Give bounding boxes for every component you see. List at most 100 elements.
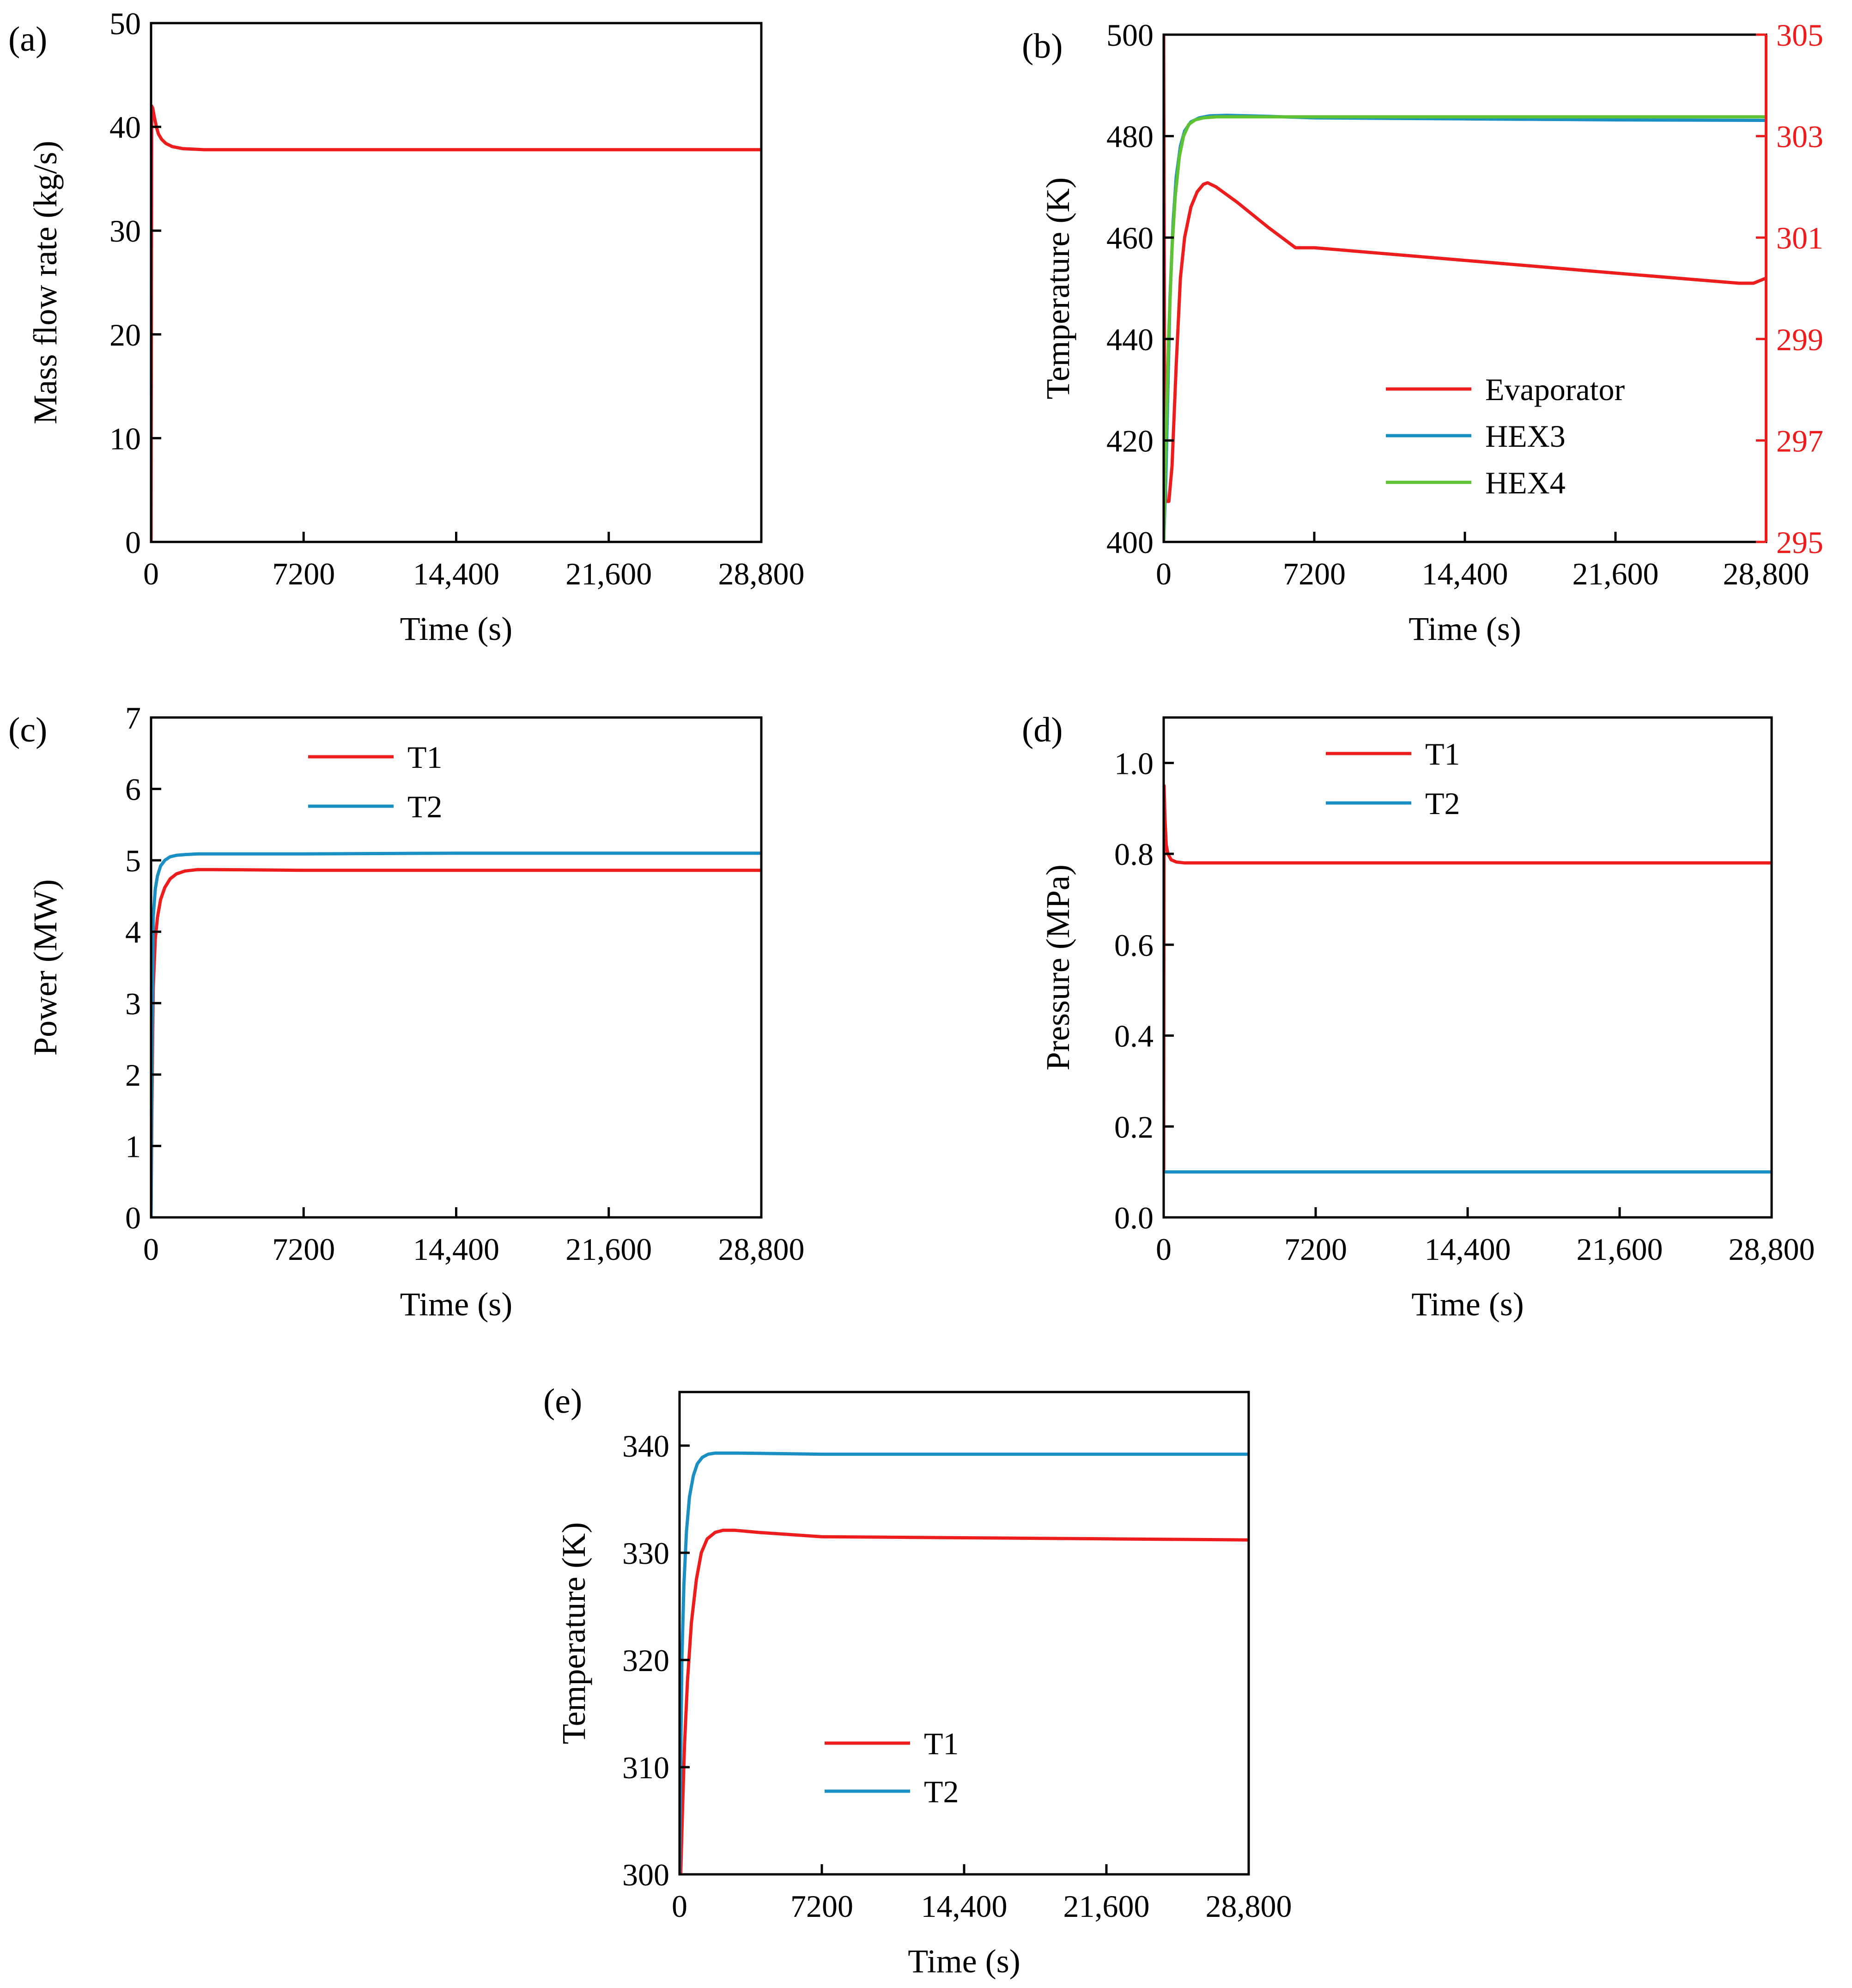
- panel-b-legend-label-hex3: HEX3: [1485, 419, 1566, 454]
- panel-c-y-tick-label: 6: [125, 772, 141, 807]
- panel-c-x-tick-label: 28,800: [718, 1232, 805, 1267]
- panel-c-x-axis-title: Time (s): [400, 1286, 512, 1323]
- panel-e-plot-frame: [678, 1391, 1250, 1876]
- panel-a-x-tick-label: 7200: [272, 556, 335, 591]
- panel-c-y-tick-label: 4: [125, 915, 141, 950]
- panel-d-x-tick-label: 14,400: [1425, 1232, 1511, 1267]
- panel-b-legend: Evaporator HEX3 HEX4: [1386, 372, 1625, 500]
- panel-b-y2-tick-label: 301: [1776, 220, 1823, 255]
- panel-d-x-axis-title: Time (s): [1411, 1286, 1524, 1323]
- panel-b-x-tick-label: 7200: [1283, 556, 1346, 591]
- panel-d-y-tick-label: 0.0: [1114, 1200, 1154, 1235]
- panel-b-x-axis-title: Time (s): [1409, 610, 1521, 647]
- panel-a-y-tick-label: 10: [109, 421, 141, 456]
- panel-c-series-t2: [151, 851, 761, 1217]
- panel-d-y-axis-title: Pressure (MPa): [1039, 864, 1076, 1070]
- panel-c-x-tick-label: 14,400: [413, 1232, 499, 1267]
- panel-e-chart: 0 7200 14,400 21,600 28,800 300 310 320 330 340 Ti…: [543, 1382, 1292, 1980]
- panel-b-y-tick-label: 400: [1106, 525, 1154, 560]
- panel-a-y-tick-label: 30: [109, 213, 141, 249]
- panel-b-y2-tick-label: 295: [1776, 525, 1823, 560]
- panel-c-panel-label: (c): [8, 711, 47, 749]
- panel-d-y-tick-label: 0.8: [1114, 837, 1154, 872]
- panel-d-legend-label-t2: T2: [1425, 786, 1460, 821]
- panel-e-series-t1: [680, 1528, 1249, 1874]
- panel-c-y-tick-label: 0: [125, 1200, 141, 1235]
- panel-d-chart: 0 7200 14,400 21,600 28,800 0.0 0.2 0.4 0.6 0.8 1.…: [1022, 711, 1815, 1323]
- panel-e-x-tick-label: 28,800: [1206, 1889, 1292, 1924]
- panel-b-series-hex3: [1164, 114, 1766, 542]
- panel-e-y-tick-label: 310: [622, 1750, 669, 1785]
- panel-e-y-tick-label: 330: [622, 1536, 669, 1571]
- panel-e-x-axis-title: Time (s): [908, 1943, 1020, 1980]
- panel-c-legend-label-t2: T2: [407, 789, 443, 824]
- panel-c-y-tick-label: 3: [125, 986, 141, 1021]
- panel-b-x-tick-label: 21,600: [1573, 556, 1659, 591]
- panel-b-y-axis-title: Temperature (K): [1039, 177, 1076, 400]
- panel-b-panel-label: (b): [1022, 27, 1063, 66]
- panel-e-series-t2: [680, 1451, 1249, 1874]
- panel-a-x-tick-label: 14,400: [413, 556, 499, 591]
- panel-b-x-tick-label: 0: [1156, 556, 1172, 591]
- panel-b-y2-tick-label: 297: [1776, 423, 1823, 458]
- panel-c-x-tick-label: 0: [143, 1232, 159, 1267]
- panel-d-panel-label: (d): [1022, 711, 1063, 749]
- panel-c-chart: 0 7200 14,400 21,600 28,800 0 1 2 3 4 5 6 7 Time (s) P…: [8, 700, 805, 1323]
- panel-a-x-axis-title: Time (s): [400, 610, 512, 647]
- panel-e-legend-label-t1: T1: [924, 1726, 959, 1761]
- panel-a-y-tick-label: 40: [109, 110, 141, 145]
- panel-c-x-tick-label: 7200: [272, 1232, 335, 1267]
- panel-a-x-tick-label: 28,800: [718, 556, 805, 591]
- panel-d-legend-label-t1: T1: [1425, 736, 1460, 772]
- panel-d-y-tick-label: 0.4: [1114, 1019, 1154, 1054]
- panel-d-x-tick-label: 7200: [1284, 1232, 1347, 1267]
- panel-a-panel-label: (a): [8, 20, 47, 59]
- panel-e-x-tick-label: 14,400: [921, 1889, 1008, 1924]
- panel-b-y2-tick-label: 299: [1776, 322, 1823, 357]
- panel-d-plot-frame: [1162, 716, 1773, 1219]
- panel-e-x-tick-label: 21,600: [1063, 1889, 1150, 1924]
- panel-c-y-tick-label: 1: [125, 1129, 141, 1164]
- panel-b-y-tick-label: 420: [1106, 423, 1154, 458]
- panel-d-y-tick-label: 0.6: [1114, 928, 1154, 963]
- panel-b-series-evaporator: [1164, 35, 1766, 503]
- panel-e-y-tick-label: 300: [622, 1857, 669, 1892]
- panel-b-plot-frame: [1162, 33, 1767, 543]
- panel-b-chart: 0 7200 14,400 21,600 28,800 400 420 440 460 480 50…: [1022, 18, 1823, 647]
- panel-b-y-tick-label: 480: [1106, 119, 1154, 154]
- panel-a-y-tick-label: 0: [125, 525, 141, 560]
- panel-a-x-tick-label: 0: [143, 556, 159, 591]
- panel-b-legend-label-evaporator: Evaporator: [1485, 372, 1625, 407]
- panel-d-y-tick-label: 0.2: [1114, 1109, 1154, 1144]
- panel-b-series-hex4: [1164, 115, 1766, 542]
- panel-d-x-tick-label: 21,600: [1577, 1232, 1663, 1267]
- panel-d-x-tick-label: 0: [1156, 1232, 1172, 1267]
- panel-a-x-tick-label: 21,600: [565, 556, 652, 591]
- panel-e-legend-label-t2: T2: [924, 1774, 959, 1809]
- panel-b-x-tick-label: 14,400: [1422, 556, 1508, 591]
- panel-c-y-tick-label: 7: [125, 700, 141, 736]
- panel-c-y-tick-label: 5: [125, 843, 141, 878]
- panel-e-y-tick-label: 340: [622, 1429, 669, 1464]
- panel-d-y-tick-label: 1.0: [1114, 746, 1154, 781]
- panel-c-y-axis-title: Power (MW): [27, 879, 64, 1056]
- panel-a-chart: 0 7200 14,400 21,600 28,800 0 10 20 30 40 50 Time (…: [8, 6, 805, 647]
- panel-b-y-tick-label: 460: [1106, 220, 1154, 255]
- panel-b-y2-tick-label: 305: [1776, 18, 1823, 53]
- panel-a-y-tick-label: 20: [109, 317, 141, 353]
- panel-c-plot-frame: [150, 716, 763, 1219]
- panel-e-y-tick-label: 320: [622, 1643, 669, 1678]
- panel-b-x-tick-label: 28,800: [1723, 556, 1809, 591]
- panel-e-panel-label: (e): [543, 1382, 582, 1421]
- panel-a-plot-frame: [150, 22, 763, 543]
- panel-e-x-tick-label: 7200: [790, 1889, 853, 1924]
- panel-c-x-tick-label: 21,600: [565, 1232, 652, 1267]
- panel-c-y-tick-label: 2: [125, 1058, 141, 1093]
- panel-c-legend-label-t1: T1: [407, 740, 443, 775]
- panel-e-x-tick-label: 0: [672, 1889, 687, 1924]
- panel-b-y-tick-label: 500: [1106, 18, 1154, 53]
- panel-d-x-tick-label: 28,800: [1729, 1232, 1815, 1267]
